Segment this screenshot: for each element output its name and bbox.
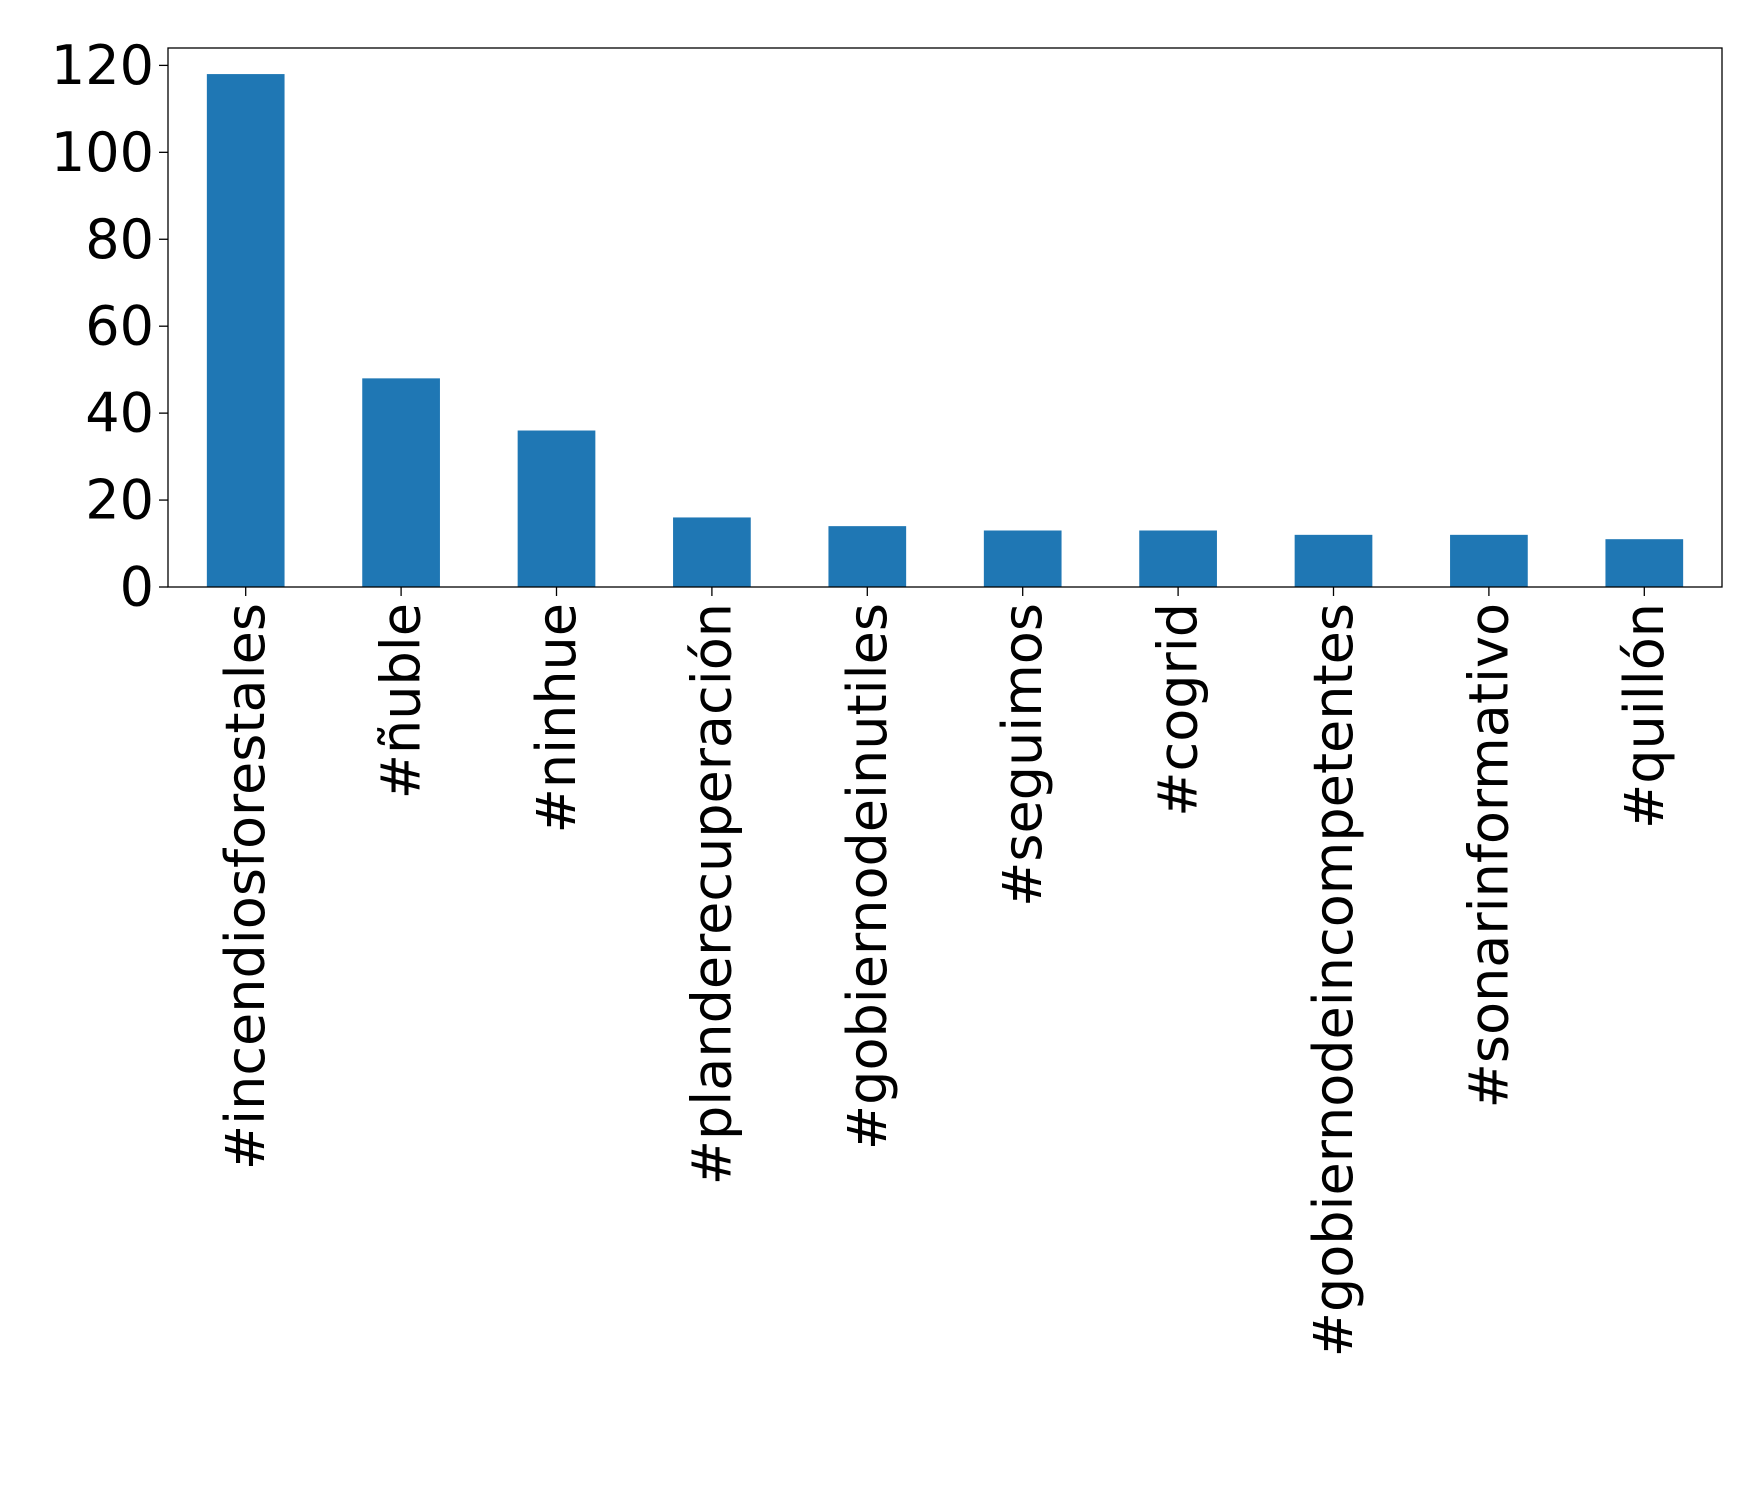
x-tick-label-1: #ñuble <box>370 603 433 799</box>
y-axis: 0 20 40 60 80 100 120 <box>51 34 168 619</box>
bar-4 <box>828 526 907 587</box>
x-tick-label-8: #sonarinformativo <box>1457 603 1520 1108</box>
bar-3 <box>673 517 751 587</box>
x-tick-label-7: #gobiernodeincompetentes <box>1302 603 1365 1357</box>
bar-5 <box>983 530 1062 587</box>
x-tick-label-9: #quillón <box>1613 603 1676 829</box>
x-tick-label-5: #seguimos <box>991 603 1054 907</box>
x-axis: #incendiosforestales #ñuble #ninhue #plande… <box>214 587 1676 1357</box>
bar-0 <box>206 74 285 588</box>
y-tick-label-2: 40 <box>85 382 154 445</box>
y-tick-label-1: 20 <box>85 469 154 532</box>
x-tick-label-6: #cogrid <box>1147 603 1210 817</box>
bar-1 <box>362 378 440 587</box>
x-tick-label-2: #ninhue <box>525 603 588 833</box>
y-tick-label-0: 0 <box>120 556 154 619</box>
y-tick-label-5: 100 <box>51 121 154 184</box>
bars-group <box>206 74 1684 588</box>
plot-frame <box>167 47 1723 588</box>
x-tick-label-4: #gobiernodeinutiles <box>836 603 899 1150</box>
bar-9 <box>1605 539 1684 587</box>
x-tick-label-0: #incendiosforestales <box>214 603 277 1170</box>
bar-7 <box>1294 534 1373 587</box>
bar-8 <box>1450 534 1528 587</box>
bar-2 <box>517 430 596 587</box>
y-tick-label-3: 60 <box>85 295 154 358</box>
bar-6 <box>1139 530 1217 587</box>
y-tick-label-6: 120 <box>51 34 154 97</box>
x-tick-label-3: #planderecuperación <box>680 603 743 1185</box>
y-tick-label-4: 80 <box>85 208 154 271</box>
